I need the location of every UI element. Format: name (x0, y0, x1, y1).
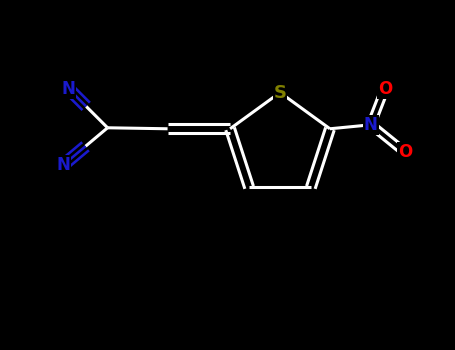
Text: O: O (398, 143, 412, 161)
Text: N: N (56, 156, 71, 174)
Text: N: N (62, 80, 76, 98)
Text: N: N (364, 116, 378, 134)
Text: O: O (378, 80, 392, 98)
Text: S: S (273, 84, 287, 101)
